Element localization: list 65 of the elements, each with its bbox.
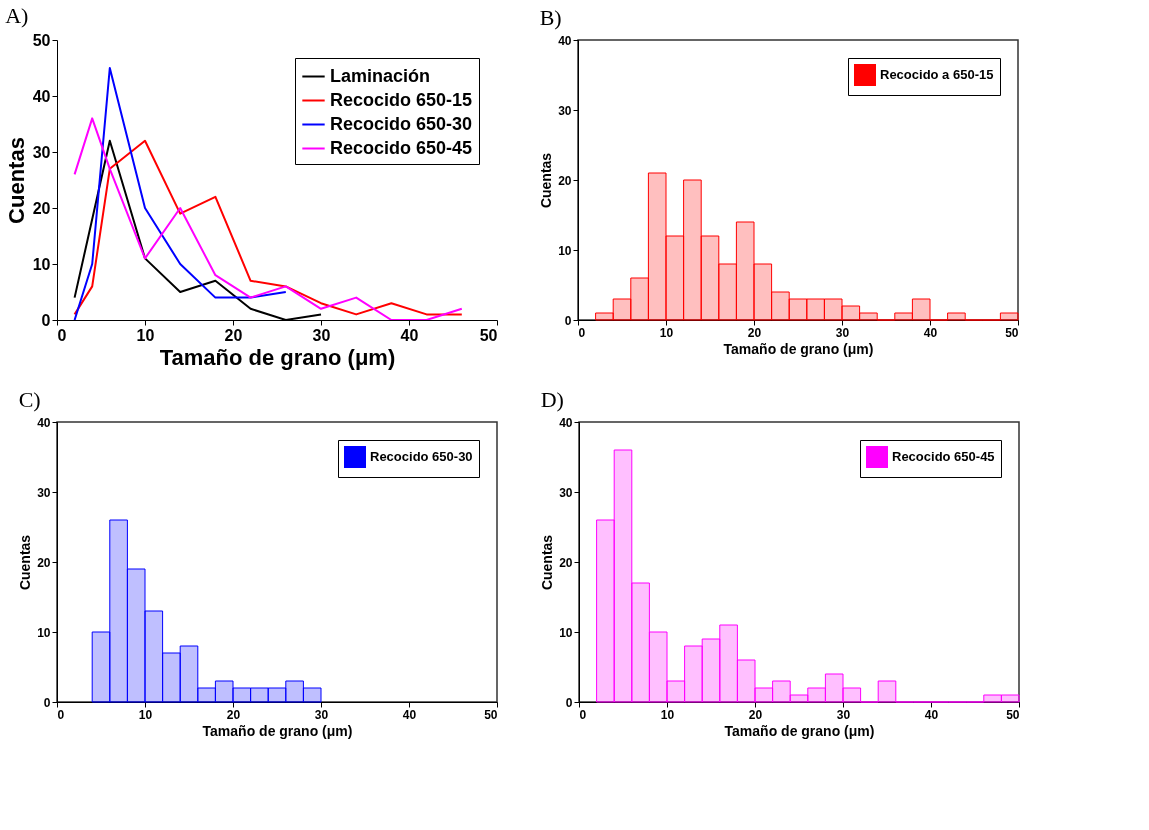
x-tick-label: 10 [660,707,675,722]
x-tick-label: 30 [312,326,331,344]
y-tick-label: 0 [41,311,51,329]
chart-title: A) [5,3,29,28]
x-tick-label: 0 [57,326,67,344]
x-axis-title: Tamaño de grano (μm) [724,722,875,739]
y-tick-label: 40 [558,33,572,48]
x-tick-label: 30 [836,707,851,722]
y-axis-title: Cuentas [539,534,556,591]
y-tick-label: 30 [37,485,51,500]
legend-label: Recocido 650-45 [330,137,473,158]
y-tick-label: 40 [37,415,51,430]
y-tick-label: 20 [559,555,573,570]
x-tick-label: 0 [578,325,586,340]
y-axis-title: Cuentas [538,152,555,209]
x-tick-label: 40 [923,325,938,340]
y-tick-label: 30 [32,143,51,161]
x-tick-label: 50 [479,326,498,344]
y-tick-label: 50 [32,31,51,49]
x-tick-label: 30 [314,707,329,722]
x-axis-title: Tamaño de grano (μm) [202,722,353,739]
y-tick-label: 30 [558,103,572,118]
y-tick-label: 40 [559,415,573,430]
y-axis-title: Cuentas [17,534,34,591]
chart-title: C) [18,387,41,412]
y-tick-label: 10 [32,255,51,273]
y-tick-label: 10 [558,243,572,258]
y-tick-label: 20 [37,555,51,570]
x-axis-title: Tamaño de grano (μm) [723,340,874,357]
y-tick-label: 0 [43,695,51,710]
legend-label: Recocido a 650-15 [880,67,994,82]
y-tick-label: 10 [559,625,573,640]
chart-title: D) [540,387,564,412]
x-tick-label: 10 [136,326,155,344]
y-tick-label: 20 [32,199,51,217]
x-tick-label: 10 [138,707,153,722]
x-tick-label: 20 [747,325,762,340]
line-series [73,67,287,320]
y-axis-title: Cuentas [3,137,29,224]
y-tick-label: 0 [565,695,573,710]
x-tick-label: 0 [57,707,65,722]
legend-label: Recocido 650-45 [892,449,995,464]
x-tick-label: 40 [924,707,939,722]
chart-title: B) [539,5,562,30]
x-tick-label: 0 [579,707,587,722]
x-tick-label: 50 [1006,707,1020,722]
y-tick-label: 40 [32,87,51,105]
x-tick-label: 20 [224,326,243,344]
x-tick-label: 40 [402,707,417,722]
legend-label: Recocido 650-30 [330,113,473,134]
x-tick-label: 10 [659,325,674,340]
y-tick-label: 20 [558,173,572,188]
y-tick-label: 30 [559,485,573,500]
legend-label: Recocido 650-30 [370,449,473,464]
x-tick-label: 50 [484,707,498,722]
x-axis-title: Tamaño de grano (μm) [159,344,396,370]
legend-label: Recocido 650-15 [330,89,473,110]
x-tick-label: 20 [226,707,241,722]
x-tick-label: 30 [835,325,850,340]
y-tick-label: 10 [37,625,51,640]
legend-label: Laminación [330,65,431,86]
y-tick-label: 0 [564,313,572,328]
x-tick-label: 50 [1005,325,1019,340]
x-tick-label: 40 [400,326,419,344]
x-tick-label: 20 [748,707,763,722]
